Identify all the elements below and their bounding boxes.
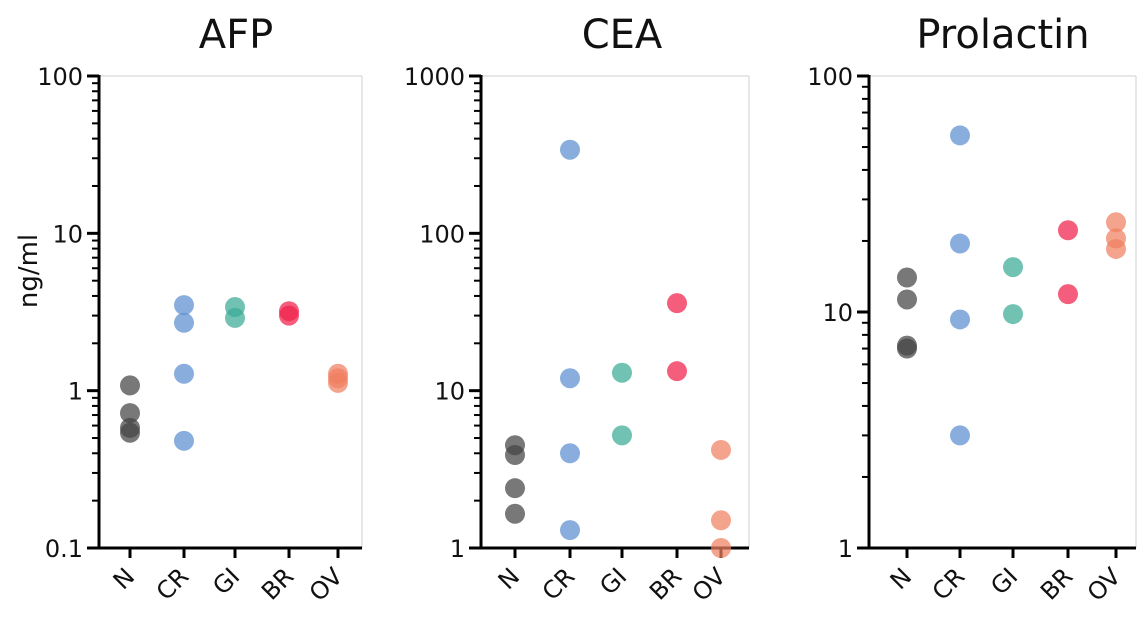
cea-y-tick-label: 10: [434, 378, 465, 406]
afp-y-tick-label: 100: [37, 63, 83, 91]
prolactin-point-cr: [950, 425, 970, 446]
cea-point-cr: [560, 443, 580, 464]
cea-point-ov: [711, 510, 731, 531]
cea-point-ov: [711, 439, 731, 460]
cea-x-tick-label-cr: CR: [537, 562, 580, 605]
prolactin-point-cr: [950, 233, 970, 254]
cea-point-br: [667, 361, 687, 382]
afp-title: AFP: [199, 12, 274, 58]
afp-point-n: [120, 375, 140, 396]
afp-x-tick-label-ov: OV: [304, 562, 349, 607]
cea-point-n: [505, 478, 525, 499]
prolactin-point-ov: [1106, 238, 1126, 259]
afp-x-tick-label-n: N: [108, 562, 140, 594]
afp-x-tick-label-gi: GI: [207, 562, 245, 600]
cea-point-cr: [560, 368, 580, 389]
afp-y-tick-label: 10: [52, 220, 83, 248]
prolactin-x-tick-label-n: N: [885, 562, 917, 594]
afp-point-gi: [225, 307, 245, 328]
prolactin-x-tick-label-gi: GI: [985, 562, 1023, 600]
prolactin-point-gi: [1003, 257, 1023, 278]
cea-point-n: [505, 445, 525, 466]
cea-y-tick-label: 1000: [404, 63, 465, 91]
prolactin-y-tick-label: 1: [838, 535, 853, 563]
cea-point-cr: [560, 520, 580, 541]
prolactin-point-n: [897, 289, 917, 310]
afp-y-axis-label: ng/ml: [14, 234, 44, 308]
afp-point-n: [120, 422, 140, 443]
afp-point-cr: [174, 312, 194, 333]
cea-point-cr: [560, 139, 580, 160]
cea-point-ov: [711, 538, 731, 558]
cea-x-tick-label-n: N: [493, 562, 525, 594]
prolactin-point-cr: [950, 309, 970, 330]
prolactin-point-cr: [950, 125, 970, 146]
prolactin-point-ov: [1106, 212, 1126, 233]
afp-point-br: [279, 305, 299, 326]
prolactin-y-tick-label: 10: [822, 299, 853, 327]
cea-y-tick-label: 1: [450, 535, 465, 563]
afp-point-cr: [174, 363, 194, 384]
prolactin-point-br: [1058, 284, 1078, 305]
prolactin-x-tick-label-cr: CR: [927, 562, 970, 605]
cea-title: CEA: [582, 12, 663, 58]
cea-point-n: [505, 503, 525, 524]
afp-y-tick-label: 1: [68, 378, 83, 406]
afp-y-tick-label: 0.1: [45, 535, 83, 563]
cea-y-tick-label: 100: [419, 220, 465, 248]
prolactin-point-n: [897, 267, 917, 288]
cea-point-gi: [612, 425, 632, 446]
prolactin-x-tick-label-ov: OV: [1082, 562, 1127, 607]
prolactin-point-gi: [1003, 304, 1023, 325]
afp-x-tick-label-cr: CR: [151, 562, 194, 605]
afp-x-tick-label-br: BR: [256, 562, 299, 605]
afp-point-cr: [174, 295, 194, 316]
afp-point-ov: [328, 372, 348, 393]
cea-x-tick-label-ov: OV: [687, 562, 732, 607]
cea-x-tick-label-gi: GI: [594, 562, 632, 600]
afp-point-n: [120, 403, 140, 424]
prolactin-point-n: [897, 338, 917, 359]
cea-x-tick-label-br: BR: [644, 562, 687, 605]
prolactin-x-tick-label-br: BR: [1035, 562, 1078, 605]
prolactin-y-tick-label: 100: [807, 63, 853, 91]
cea-point-br: [667, 293, 687, 314]
prolactin-point-br: [1058, 220, 1078, 241]
prolactin-title: Prolactin: [916, 12, 1089, 58]
cea-point-gi: [612, 362, 632, 383]
afp-point-cr: [174, 430, 194, 451]
